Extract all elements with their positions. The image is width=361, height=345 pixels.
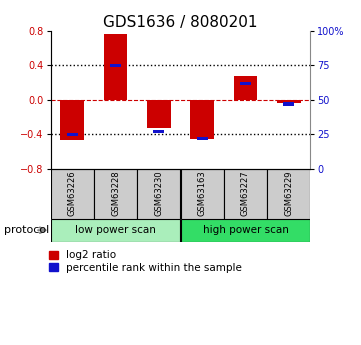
Bar [224,169,267,219]
Text: GSM63226: GSM63226 [68,170,77,216]
Bar [147,100,171,128]
Bar [51,169,93,219]
Bar [104,33,127,100]
Bar [181,169,223,219]
Bar [153,130,164,134]
Bar [240,82,251,85]
Bar [277,100,301,104]
Text: GSM63227: GSM63227 [241,170,250,216]
Bar [94,169,137,219]
Text: GSM63229: GSM63229 [284,170,293,216]
Text: low power scan: low power scan [75,225,156,235]
Bar [181,219,310,242]
Bar [67,133,78,136]
Bar [234,76,257,100]
Text: high power scan: high power scan [203,225,288,235]
Legend: log2 ratio, percentile rank within the sample: log2 ratio, percentile rank within the s… [48,250,242,273]
Bar [268,169,310,219]
Bar [190,100,214,139]
Bar [197,137,208,140]
Bar [283,102,294,106]
Bar [60,100,84,140]
Title: GDS1636 / 8080201: GDS1636 / 8080201 [103,15,258,30]
Bar [110,64,121,67]
Bar [51,219,180,242]
Text: GSM63230: GSM63230 [155,170,163,216]
Bar [138,169,180,219]
Text: GSM63228: GSM63228 [111,170,120,216]
Text: protocol: protocol [4,225,49,235]
Text: GSM63163: GSM63163 [198,170,206,216]
